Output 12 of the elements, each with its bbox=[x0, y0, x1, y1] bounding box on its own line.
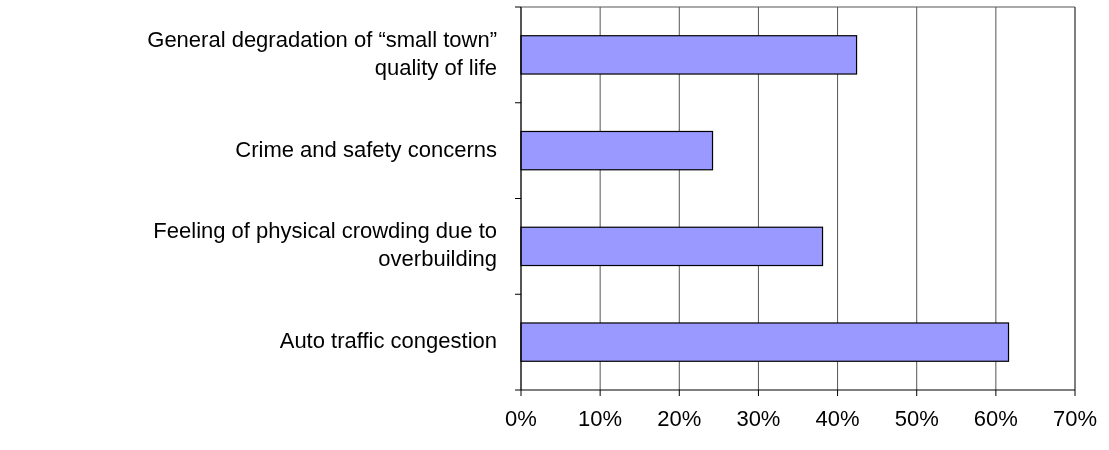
x-tick-label: 40% bbox=[815, 406, 860, 431]
y-tick-label: General degradation of “small town” quality of life bbox=[147, 26, 497, 80]
x-tick-label: 30% bbox=[736, 406, 781, 431]
x-tick-label: 20% bbox=[657, 406, 702, 431]
y-tick-label: Crime and safety concerns bbox=[235, 136, 497, 162]
x-tick-label: 50% bbox=[894, 406, 939, 431]
x-tick-label: 0% bbox=[505, 406, 537, 431]
x-tick-label: 70% bbox=[1052, 406, 1098, 431]
x-tick-label: 10% bbox=[578, 406, 623, 431]
x-tick-label: 60% bbox=[973, 406, 1018, 431]
y-tick-label: Feeling of physical crowding due to overbuilding bbox=[153, 218, 497, 272]
y-tick-label: Auto traffic congestion bbox=[279, 327, 497, 353]
